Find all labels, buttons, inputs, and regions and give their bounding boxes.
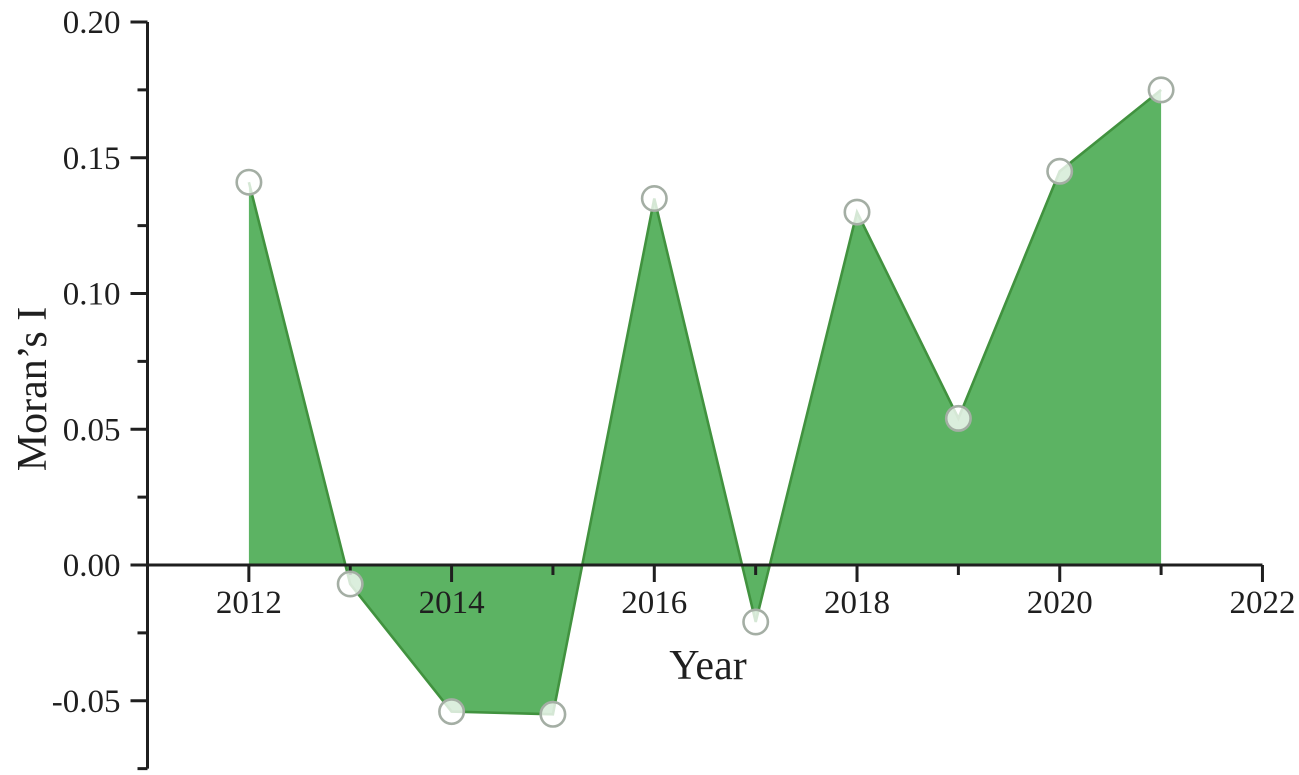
data-point-marker-2013 <box>336 570 364 598</box>
data-point-marker-2017 <box>742 608 770 636</box>
y-tick-label: -0.05 <box>52 684 121 720</box>
y-tick-label: 0.05 <box>63 412 121 448</box>
x-tick-label: 2016 <box>621 585 687 621</box>
y-axis-title: Moran’s I <box>10 307 56 471</box>
x-tick-label: 2014 <box>419 585 485 621</box>
y-tick-label: 0.15 <box>63 141 121 177</box>
area-fill <box>248 89 1162 715</box>
x-tick-label: 2012 <box>216 585 282 621</box>
x-tick-label: 2020 <box>1027 585 1093 621</box>
data-line <box>247 88 1162 716</box>
data-point-marker-2012 <box>235 168 263 196</box>
data-point-marker-2021 <box>1147 76 1175 104</box>
data-point-marker-2019 <box>944 404 972 432</box>
y-tick-label: 0.00 <box>63 548 121 584</box>
data-point-marker-2018 <box>843 198 871 226</box>
x-axis-title: Year <box>669 643 746 689</box>
y-tick-label: 0.20 <box>63 5 121 41</box>
data-point-marker-2020 <box>1046 157 1074 185</box>
data-point-marker-2014 <box>438 698 466 726</box>
y-tick-label: 0.10 <box>63 277 121 313</box>
data-point-marker-2015 <box>539 700 567 728</box>
axes <box>130 20 1264 771</box>
x-tick-label: 2022 <box>1229 585 1295 621</box>
x-tick-label: 2018 <box>824 585 890 621</box>
data-point-marker-2016 <box>640 185 668 213</box>
